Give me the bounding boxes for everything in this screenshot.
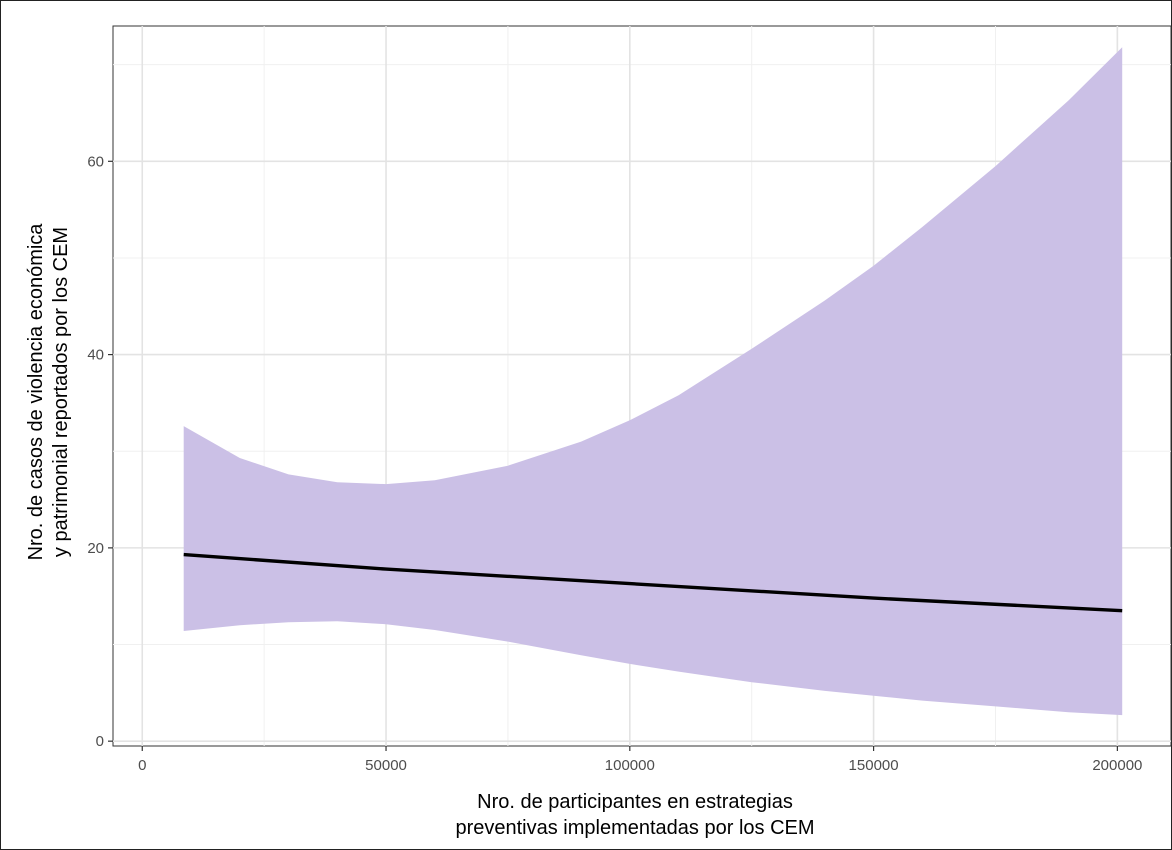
x-axis-title-line-2: preventivas implementadas por los CEM [455,817,814,839]
y-axis: 0 20 40 60 [87,153,113,750]
y-axis-title-line-2: y patrimonial reportados por los CEM [50,227,72,557]
y-tick-label: 40 [87,347,104,364]
y-tick-label: 20 [87,540,104,557]
x-tick-label: 0 [138,757,146,774]
x-axis-title-line-1: Nro. de participantes en estrategias [477,791,793,813]
x-tick-label: 50000 [365,757,407,774]
x-axis: 0 50000 100000 150000 200000 [138,746,1142,774]
x-tick-label: 100000 [605,757,655,774]
fit-line [183,552,1123,613]
y-tick-label: 0 [96,733,104,750]
confidence-band [183,47,1123,716]
x-tick-label: 150000 [849,757,899,774]
y-tick-label: 60 [87,153,104,170]
x-tick-label: 200000 [1092,757,1142,774]
y-axis-title-line-1: Nro. de casos de violencia económica [25,223,47,561]
